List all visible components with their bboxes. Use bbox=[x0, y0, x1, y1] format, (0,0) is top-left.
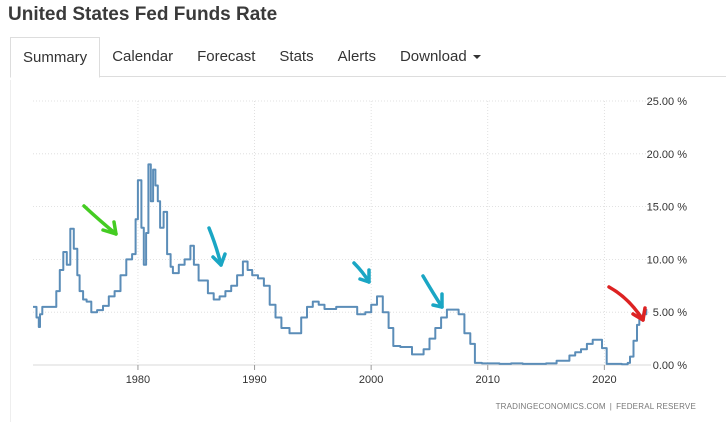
y-axis-ticks: 0.00 % 5.00 % 10.00 % 15.00 % 20.00 % 25.00 % bbox=[647, 96, 688, 372]
tab-bar: Summary Calendar Forecast Stats Alerts D… bbox=[10, 37, 726, 78]
tab-alerts[interactable]: Alerts bbox=[337, 48, 376, 65]
chevron-down-icon bbox=[472, 55, 481, 60]
y-tick-label: 25.00 % bbox=[647, 96, 688, 108]
y-tick-label: 10.00 % bbox=[647, 254, 688, 266]
annotation-arrow-teal bbox=[352, 261, 371, 284]
x-tick-label: 2000 bbox=[359, 374, 383, 386]
x-tick-label: 2020 bbox=[592, 374, 616, 386]
tab-forecast[interactable]: Forecast bbox=[197, 48, 256, 65]
tab-stats[interactable]: Stats bbox=[279, 48, 314, 65]
tab-summary[interactable]: Summary bbox=[10, 37, 101, 78]
series-layer bbox=[33, 163, 648, 366]
y-tick-label: 15.00 % bbox=[647, 202, 688, 214]
chart-panel: 0.00 % 5.00 % 10.00 % 15.00 % 20.00 % 25.00 %… bbox=[10, 80, 726, 422]
tab-download-label: Download bbox=[399, 48, 467, 65]
annotation-arrow-teal bbox=[421, 274, 444, 309]
x-axis-ticks: 1980 1990 2000 2010 2020 bbox=[126, 374, 617, 386]
chart-credit: TRADINGECONOMICS.COM | FEDERAL RESERVE bbox=[496, 402, 696, 411]
y-tick-label: 0.00 % bbox=[653, 360, 687, 372]
x-tick-label: 1990 bbox=[242, 374, 266, 386]
page-title: United States Fed Funds Rate bbox=[8, 4, 278, 25]
grid-layer bbox=[33, 100, 651, 370]
y-tick-label: 20.00 % bbox=[647, 149, 688, 161]
fed-funds-rate-chart[interactable]: 0.00 % 5.00 % 10.00 % 15.00 % 20.00 % 25.00 %… bbox=[11, 80, 726, 422]
annotation-arrow-green bbox=[82, 204, 118, 236]
y-tick-label: 5.00 % bbox=[653, 307, 687, 319]
source-credit[interactable]: TRADINGECONOMICS.COM bbox=[495, 402, 606, 411]
annotation-arrow-teal bbox=[207, 226, 227, 267]
x-tick-label: 2010 bbox=[476, 374, 500, 386]
annotation-arrows bbox=[82, 204, 647, 322]
tab-download[interactable]: Download bbox=[388, 37, 493, 77]
publisher-credit: FEDERAL RESERVE bbox=[616, 402, 696, 411]
credit-separator: | bbox=[609, 402, 613, 411]
annotation-arrow-red bbox=[607, 285, 647, 322]
fed-funds-rate-line[interactable] bbox=[33, 163, 648, 366]
x-tick-label: 1980 bbox=[126, 374, 150, 386]
tab-calendar[interactable]: Calendar bbox=[112, 48, 174, 65]
